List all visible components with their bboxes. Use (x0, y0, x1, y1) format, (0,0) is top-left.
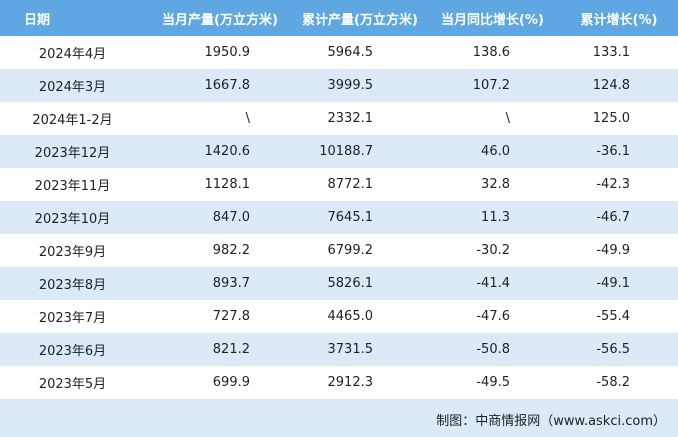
date-cell: 2024年4月 (0, 36, 145, 69)
table-cell: -30.2 (425, 234, 560, 267)
table-cell: 7645.1 (295, 201, 425, 234)
table-cell: 982.2 (145, 234, 295, 267)
table-cell: 133.1 (560, 36, 678, 69)
date-cell: 2023年5月 (0, 366, 145, 399)
table-cell: 107.2 (425, 69, 560, 102)
header-row: 日期 当月产量(万立方米) 累计产量(万立方米) 当月同比增长(%) 累计增长(%) (0, 0, 678, 36)
column-header: 当月产量(万立方米) (145, 0, 295, 36)
table-cell: -47.6 (425, 300, 560, 333)
table-cell: -58.2 (560, 366, 678, 399)
table-cell: 847.0 (145, 201, 295, 234)
table-cell: \ (425, 102, 560, 135)
table-cell: 1128.1 (145, 168, 295, 201)
table-cell: \ (145, 102, 295, 135)
table-cell: 1420.6 (145, 135, 295, 168)
table-cell: 2912.3 (295, 366, 425, 399)
table-cell: 4465.0 (295, 300, 425, 333)
table-cell: -49.5 (425, 366, 560, 399)
table-cell: -55.4 (560, 300, 678, 333)
table-row: 2023年8月 893.7 5826.1 -41.4 -49.1 (0, 267, 678, 300)
table-cell: -50.8 (425, 333, 560, 366)
table-cell: 3999.5 (295, 69, 425, 102)
date-cell: 2023年11月 (0, 168, 145, 201)
table-row: 2024年1-2月 \ 2332.1 \ 125.0 (0, 102, 678, 135)
table-row: 2023年12月 1420.6 10188.7 46.0 -36.1 (0, 135, 678, 168)
date-cell: 2023年12月 (0, 135, 145, 168)
table-row: 2023年9月 982.2 6799.2 -30.2 -49.9 (0, 234, 678, 267)
table-row: 2023年7月 727.8 4465.0 -47.6 -55.4 (0, 300, 678, 333)
date-cell: 2024年1-2月 (0, 102, 145, 135)
table-cell: 125.0 (560, 102, 678, 135)
footer-credit: 制图：中商情报网（www.askci.com） (436, 414, 666, 429)
date-cell: 2023年9月 (0, 234, 145, 267)
table-cell: -49.9 (560, 234, 678, 267)
table-cell: -36.1 (560, 135, 678, 168)
table-cell: 3731.5 (295, 333, 425, 366)
table-cell: -56.5 (560, 333, 678, 366)
table-cell: 5964.5 (295, 36, 425, 69)
table-cell: 699.9 (145, 366, 295, 399)
table-cell: -46.7 (560, 201, 678, 234)
table-cell: 11.3 (425, 201, 560, 234)
table-cell: 124.8 (560, 69, 678, 102)
column-header: 日期 (0, 0, 145, 36)
table-cell: 1950.9 (145, 36, 295, 69)
column-header: 当月同比增长(%) (425, 0, 560, 36)
table-cell: 138.6 (425, 36, 560, 69)
table-cell: 8772.1 (295, 168, 425, 201)
table-row: 2023年10月 847.0 7645.1 11.3 -46.7 (0, 201, 678, 234)
table-cell: 10188.7 (295, 135, 425, 168)
table-row: 2023年5月 699.9 2912.3 -49.5 -58.2 (0, 366, 678, 399)
table-cell: -49.1 (560, 267, 678, 300)
table-row: 2023年6月 821.2 3731.5 -50.8 -56.5 (0, 333, 678, 366)
column-header: 累计产量(万立方米) (295, 0, 425, 36)
date-cell: 2023年6月 (0, 333, 145, 366)
table-cell: 5826.1 (295, 267, 425, 300)
column-header: 累计增长(%) (560, 0, 678, 36)
table-cell: 893.7 (145, 267, 295, 300)
table-row: 2024年4月 1950.9 5964.5 138.6 133.1 (0, 36, 678, 69)
date-cell: 2023年7月 (0, 300, 145, 333)
table-cell: -42.3 (560, 168, 678, 201)
table-cell: 727.8 (145, 300, 295, 333)
table-cell: 1667.8 (145, 69, 295, 102)
date-cell: 2023年10月 (0, 201, 145, 234)
data-table: 日期 当月产量(万立方米) 累计产量(万立方米) 当月同比增长(%) 累计增长(%) 2… (0, 0, 678, 399)
table-cell: 6799.2 (295, 234, 425, 267)
table-cell: 2332.1 (295, 102, 425, 135)
table-row: 2023年11月 1128.1 8772.1 32.8 -42.3 (0, 168, 678, 201)
table-cell: -41.4 (425, 267, 560, 300)
date-cell: 2024年3月 (0, 69, 145, 102)
table-row: 2024年3月 1667.8 3999.5 107.2 124.8 (0, 69, 678, 102)
table-cell: 821.2 (145, 333, 295, 366)
table-cell: 32.8 (425, 168, 560, 201)
date-cell: 2023年8月 (0, 267, 145, 300)
table-cell: 46.0 (425, 135, 560, 168)
